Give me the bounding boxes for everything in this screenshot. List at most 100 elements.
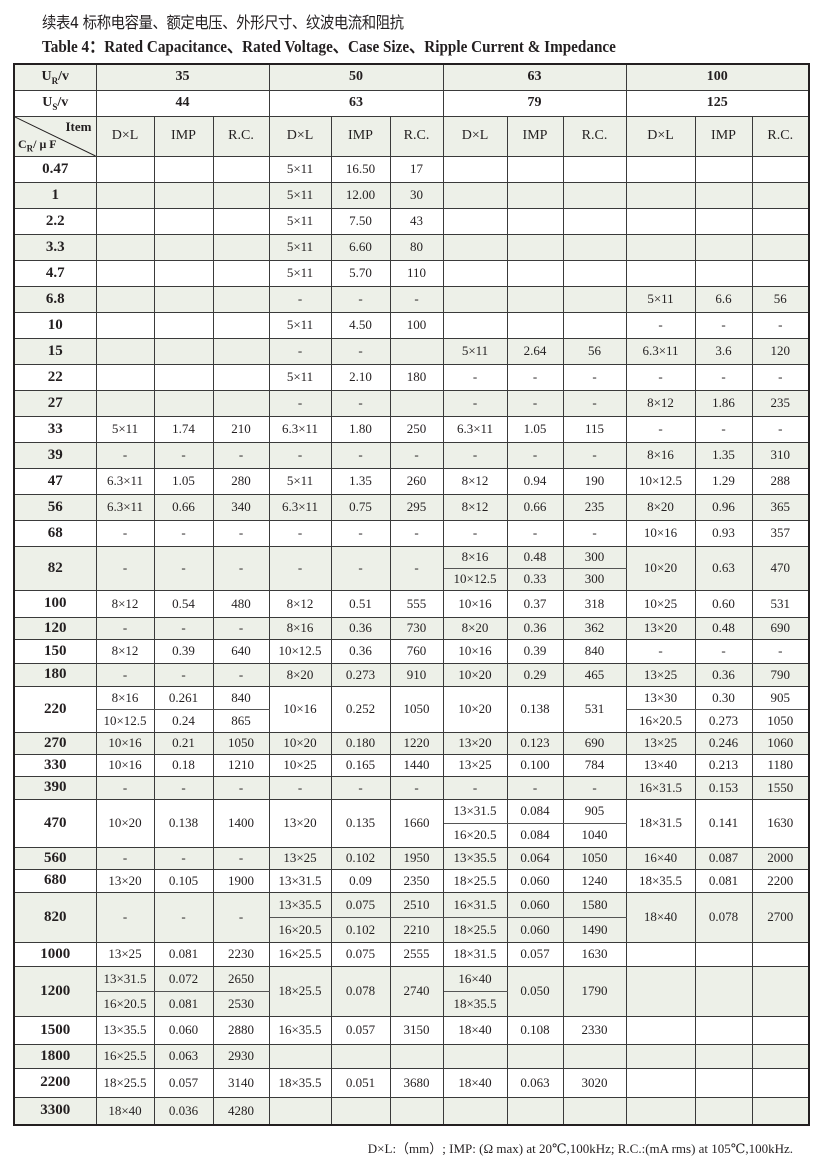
impedance-cell: 0.96 [694, 493, 753, 521]
impedance-cell: - [153, 441, 214, 469]
impedance-cell: 1.86 [694, 389, 753, 417]
capacitance-cell: 10 [13, 311, 97, 339]
table-row: 22 5×11 2.10 180- - - - - - [13, 363, 810, 391]
impedance-cell: - [153, 616, 214, 640]
impedance-cell [694, 155, 753, 183]
impedance-cell: 0.105 [153, 868, 214, 893]
impedance-cell [506, 181, 564, 209]
ripple-current-cell: 180 [389, 363, 444, 391]
impedance-cell: - [153, 519, 214, 547]
ripple-current-cell [562, 233, 627, 261]
case-size-cell: - [95, 616, 155, 640]
case-size-cell [625, 1015, 696, 1045]
ripple-current-cell [751, 941, 810, 967]
impedance-cell: 1.74 [153, 415, 214, 443]
case-size-cell: 16×20.5 [268, 916, 332, 943]
case-size-cell: 5×11 [268, 363, 332, 391]
table-row: 1200 13×31.5 0.072 2650 18×25.5 0.078 2740 16×4… [13, 965, 810, 1017]
case-size-cell [442, 259, 508, 287]
case-size-cell: - [268, 441, 332, 469]
case-size-cell [95, 259, 155, 287]
ripple-current-cell [389, 389, 444, 417]
ripple-current-cell: 300 [562, 567, 627, 591]
capacitance-cell: 1500 [13, 1015, 97, 1045]
impedance-cell: - [153, 545, 214, 591]
impedance-cell [506, 311, 564, 339]
case-size-cell: 13×25 [268, 846, 332, 870]
case-size-cell: 10×20 [95, 798, 155, 848]
capacitance-cell: 1800 [13, 1043, 97, 1069]
ripple-current-cell: 260 [389, 467, 444, 495]
impedance-cell: 0.93 [694, 519, 753, 547]
impedance-cell: 0.273 [330, 662, 391, 687]
rated-voltage-row: UR/v 35 50 63 100 [13, 63, 810, 91]
column-header-dxl: D×L [442, 115, 508, 157]
column-header-rc: R.C. [212, 115, 270, 157]
ripple-current-cell: 17 [389, 155, 444, 183]
ripple-current-cell: 1550 [751, 775, 810, 800]
impedance-cell: 0.141 [694, 798, 753, 848]
table-row: 3.3 5×11 6.60 80 [13, 233, 810, 261]
table-row: 6.8- - -5×11 6.6 56 [13, 285, 810, 313]
impedance-cell: 6.60 [330, 233, 391, 261]
case-size-cell: 5×11 [268, 181, 332, 209]
impedance-cell: 0.057 [330, 1015, 391, 1045]
case-size-cell: 6.3×11 [268, 493, 332, 521]
ripple-current-cell [562, 181, 627, 209]
case-size-cell: - [268, 337, 332, 365]
impedance-cell: 0.060 [506, 868, 564, 893]
capacitance-cell: 3.3 [13, 233, 97, 261]
case-size-cell: 8×12 [268, 589, 332, 618]
capacitance-cell: 180 [13, 662, 97, 687]
ripple-current-cell: 100 [389, 311, 444, 339]
ripple-current-cell: - [751, 415, 810, 443]
case-size-cell: 13×31.5 [268, 868, 332, 893]
impedance-cell: 0.94 [506, 467, 564, 495]
ripple-current-cell: 3140 [212, 1067, 270, 1098]
case-size-cell [625, 1096, 696, 1126]
ripple-current-cell [212, 207, 270, 235]
ripple-current-cell: 310 [751, 441, 810, 469]
ripple-current-cell: 690 [562, 731, 627, 755]
ripple-current-cell: 2530 [212, 990, 270, 1017]
impedance-cell: 1.35 [330, 467, 391, 495]
case-size-cell: 8×16 [442, 545, 508, 569]
ripple-current-cell: 760 [389, 638, 444, 664]
case-size-cell: 18×25.5 [442, 916, 508, 943]
ripple-current-cell: - [212, 891, 270, 943]
ripple-current-cell: 910 [389, 662, 444, 687]
ur-label: UR/v [13, 63, 97, 91]
capacitance-cell: 22 [13, 363, 97, 391]
impedance-cell: 3.6 [694, 337, 753, 365]
ripple-current-cell: 1210 [212, 753, 270, 777]
ripple-current-cell: 2330 [562, 1015, 627, 1045]
ripple-current-cell: 250 [389, 415, 444, 443]
case-size-cell [625, 233, 696, 261]
case-size-cell: 16×40 [625, 846, 696, 870]
impedance-cell: 0.48 [506, 545, 564, 569]
ripple-current-cell: 1790 [562, 965, 627, 1017]
ripple-current-cell: - [212, 616, 270, 640]
table-row: 150 8×12 0.39 640 10×12.5 0.36 760 10×16 0.39 840… [13, 638, 810, 664]
capacitance-cell: 330 [13, 753, 97, 777]
impedance-cell: 0.078 [330, 965, 391, 1017]
rated-voltage-cell: 100 [625, 63, 810, 91]
ripple-current-cell: 2200 [751, 868, 810, 893]
impedance-cell: 0.24 [153, 708, 214, 733]
impedance-cell: - [506, 441, 564, 469]
table-row: 0.47 5×11 16.50 17 [13, 155, 810, 183]
case-size-cell: 10×20 [442, 685, 508, 733]
ripple-current-cell [562, 155, 627, 183]
ripple-current-cell: 235 [562, 493, 627, 521]
capacitance-cell: 120 [13, 616, 97, 640]
case-size-cell: 16×35.5 [268, 1015, 332, 1045]
case-size-cell: 18×40 [95, 1096, 155, 1126]
ripple-current-cell [751, 155, 810, 183]
ripple-current-cell: 784 [562, 753, 627, 777]
ripple-current-cell [751, 181, 810, 209]
case-size-cell: 10×12.5 [442, 567, 508, 591]
case-size-cell: 13×35.5 [268, 891, 332, 918]
table-row: 39- - - - - - - - -8×16 1.35 310 [13, 441, 810, 469]
case-size-cell: 5×11 [268, 259, 332, 287]
case-size-cell: 18×40 [442, 1067, 508, 1098]
